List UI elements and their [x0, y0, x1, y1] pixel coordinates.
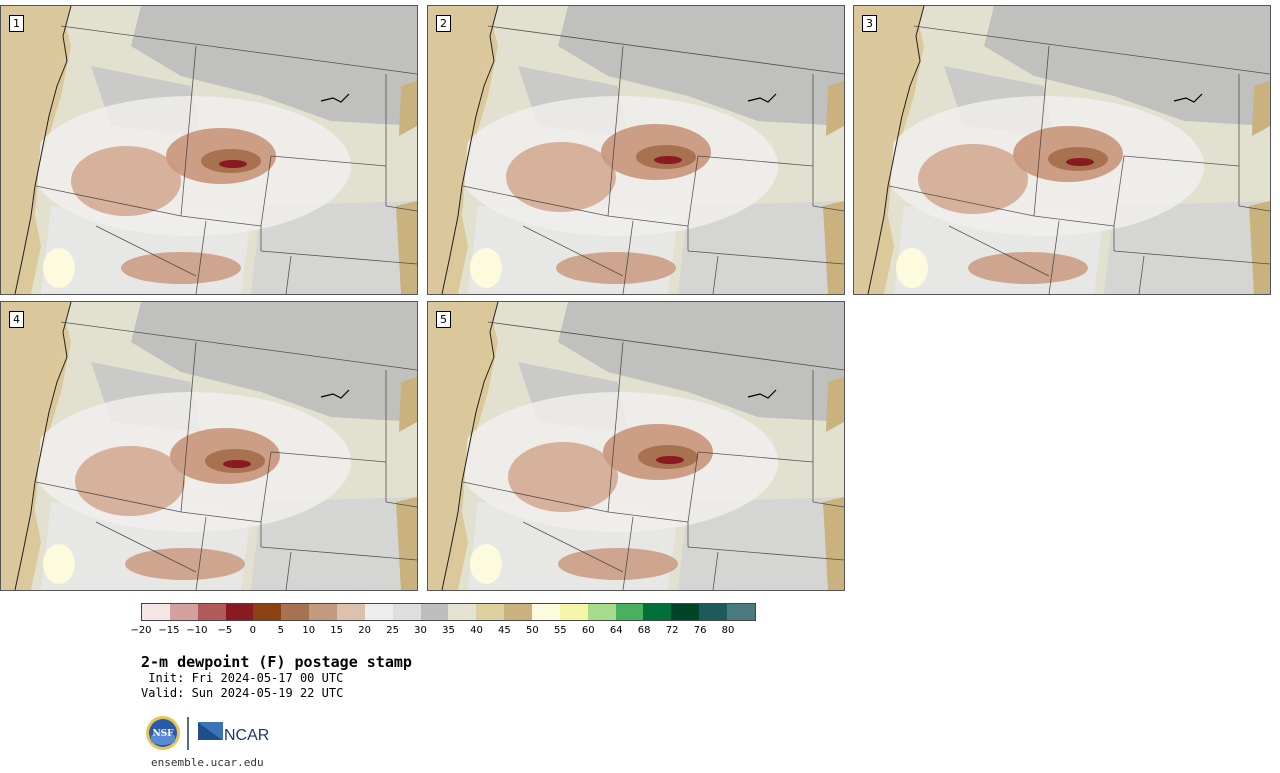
chart-title: 2-m dewpoint (F) postage stamp — [141, 653, 412, 671]
colorbar-tick-label: 35 — [442, 625, 455, 636]
colorbar-swatch — [281, 604, 310, 620]
colorbar-tick-label: 64 — [609, 625, 623, 636]
site-url: ensemble.ucar.edu — [151, 756, 264, 769]
panel-number: 3 — [862, 15, 877, 32]
colorbar-swatch — [337, 604, 365, 620]
colorbar-tick-label: −15 — [158, 625, 180, 636]
colorbar-tick-label: 60 — [581, 625, 595, 636]
colorbar-swatch — [142, 604, 170, 620]
colorbar-swatch — [448, 604, 477, 620]
panel-number: 4 — [9, 311, 24, 328]
stamp-panel-2: 2 — [427, 5, 845, 295]
colorbar-tick-label: 10 — [302, 625, 316, 636]
colorbar-swatch — [727, 604, 755, 620]
logos: NSF NCAR — [145, 714, 275, 752]
colorbar-swatch — [476, 604, 505, 620]
colorbar-tick-label: 40 — [470, 625, 483, 636]
colorbar-tick-label: 80 — [721, 625, 735, 636]
panel-number: 1 — [9, 15, 24, 32]
colorbar-tick-label: −10 — [186, 625, 208, 636]
colorbar-ticks: −20 −15 −10 −5 0 5 10 15 20 25 30 35 40 45 50 55 60 64 68 7… — [130, 625, 756, 639]
stamp-panel-5: 5 — [427, 301, 845, 591]
colorbar — [141, 603, 756, 621]
colorbar-tick-label: 30 — [414, 625, 427, 636]
nsf-logo: NSF — [146, 716, 180, 750]
ncar-logo-text: NCAR — [224, 727, 269, 744]
colorbar-swatch — [559, 604, 588, 620]
colorbar-swatch — [197, 604, 226, 620]
panel-number: 5 — [436, 311, 451, 328]
stamp-panel-4: 4 — [0, 301, 418, 591]
colorbar-tick-label: 72 — [665, 625, 679, 636]
colorbar-tick-label: 15 — [330, 625, 344, 636]
colorbar-swatch — [420, 604, 449, 620]
valid-time: Valid: Sun 2024-05-19 22 UTC — [141, 686, 344, 700]
colorbar-swatch — [253, 604, 282, 620]
colorbar-tick-label: 0 — [249, 625, 256, 636]
colorbar-tick-label: 45 — [498, 625, 511, 636]
colorbar-tick-label: 20 — [358, 625, 371, 636]
colorbar-tick-label: 76 — [693, 625, 707, 636]
colorbar-swatch — [587, 604, 616, 620]
stamp-panel-3: 3 — [853, 5, 1271, 295]
colorbar-swatch — [615, 604, 644, 620]
colorbar-tick-label: 25 — [386, 625, 399, 636]
colorbar-tick-label: 55 — [553, 625, 567, 636]
ncar-logo: NCAR — [198, 722, 269, 744]
colorbar-swatch — [671, 604, 700, 620]
colorbar-tick-label: −5 — [217, 625, 233, 636]
colorbar-swatch — [699, 604, 728, 620]
colorbar-swatch — [309, 604, 338, 620]
colorbar-tick-label: 5 — [277, 625, 284, 636]
colorbar-swatch — [504, 604, 533, 620]
colorbar-swatch — [643, 604, 672, 620]
colorbar-swatch — [532, 604, 560, 620]
colorbar-swatch — [225, 604, 254, 620]
colorbar-tick-label: −20 — [130, 625, 152, 636]
stamp-panel-1: 1 — [0, 5, 418, 295]
colorbar-swatch — [364, 604, 393, 620]
colorbar-tick-label: 50 — [525, 625, 539, 636]
colorbar-tick-label: 68 — [637, 625, 651, 636]
init-time: Init: Fri 2024-05-17 00 UTC — [141, 671, 344, 685]
panel-number: 2 — [436, 15, 451, 32]
nsf-logo-text: NSF — [152, 729, 174, 739]
colorbar-swatch — [392, 604, 421, 620]
colorbar-swatch — [169, 604, 198, 620]
